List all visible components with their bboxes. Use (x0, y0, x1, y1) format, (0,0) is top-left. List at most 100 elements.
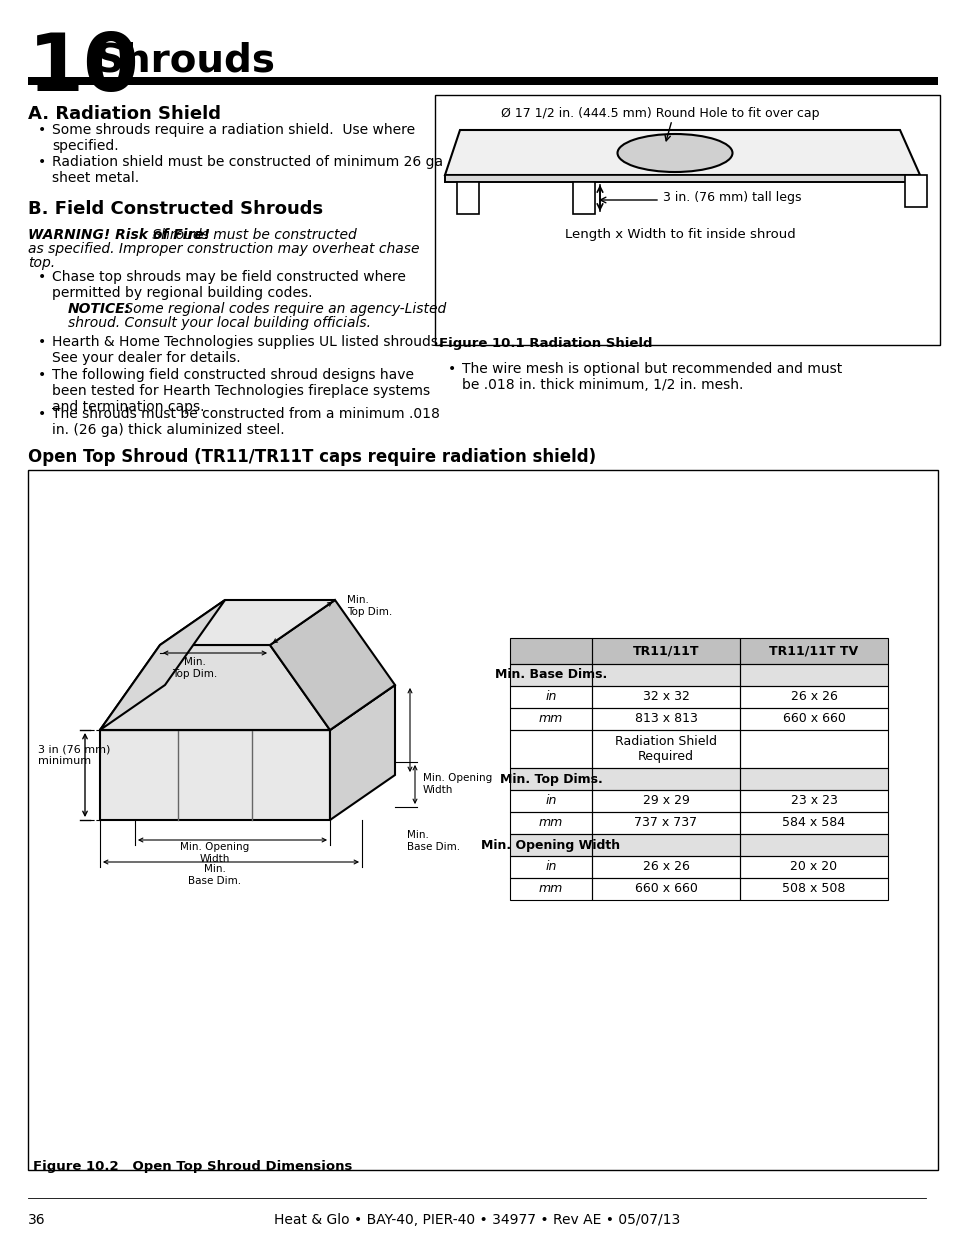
Polygon shape (100, 730, 330, 820)
Bar (592, 664, 740, 687)
Ellipse shape (617, 134, 732, 172)
Bar (510, 708, 592, 730)
Text: TR11/11T TV: TR11/11T TV (769, 644, 858, 658)
Bar (740, 638, 887, 664)
Text: mm: mm (538, 816, 562, 830)
Bar (740, 856, 887, 878)
Bar (740, 708, 887, 730)
Text: Chase top shrouds may be field constructed where
permitted by regional building : Chase top shrouds may be field construct… (52, 270, 405, 301)
Text: The wire mesh is optional but recommended and must
be .018 in. thick minimum, 1/: The wire mesh is optional but recommende… (461, 362, 841, 392)
Text: 508 x 508: 508 x 508 (781, 882, 844, 896)
Bar (592, 708, 740, 730)
Text: Min.
Top Dim.: Min. Top Dim. (347, 595, 392, 616)
Bar (904, 174, 926, 207)
Text: 660 x 660: 660 x 660 (781, 713, 844, 725)
Text: 660 x 660: 660 x 660 (634, 882, 697, 896)
Text: 20 x 20: 20 x 20 (790, 861, 837, 873)
Text: Length x Width to fit inside shroud: Length x Width to fit inside shroud (564, 228, 795, 241)
Text: Min.
Top Dim.: Min. Top Dim. (172, 657, 217, 679)
Text: Some shrouds require a radiation shield.  Use where
specified.: Some shrouds require a radiation shield.… (52, 122, 415, 153)
Bar (592, 730, 740, 768)
Bar (510, 878, 592, 901)
Text: 3 in (76 mm)
minimum: 3 in (76 mm) minimum (38, 745, 111, 766)
Bar (510, 638, 887, 664)
Text: •: • (38, 122, 46, 137)
Text: Some regional codes require an agency-Listed: Some regional codes require an agency-Li… (120, 302, 446, 315)
Bar (510, 834, 887, 856)
Bar (510, 878, 887, 901)
Text: as specified. Improper construction may overheat chase: as specified. Improper construction may … (28, 242, 419, 256)
Text: mm: mm (538, 713, 562, 725)
Bar (592, 790, 740, 811)
Bar (740, 687, 887, 708)
Text: •: • (38, 367, 46, 382)
Text: •: • (38, 335, 46, 349)
Text: B. Field Constructed Shrouds: B. Field Constructed Shrouds (28, 200, 323, 218)
Bar (510, 687, 592, 708)
Bar (510, 708, 887, 730)
Bar (740, 811, 887, 834)
Bar (573, 182, 595, 214)
Bar (510, 768, 592, 790)
Bar (592, 878, 740, 901)
Text: •: • (38, 270, 46, 285)
Text: 32 x 32: 32 x 32 (642, 690, 689, 704)
Bar (510, 730, 592, 768)
Text: •: • (38, 155, 46, 169)
Bar (510, 856, 887, 878)
Text: top.: top. (28, 256, 55, 270)
Polygon shape (160, 600, 335, 644)
Bar (510, 687, 887, 708)
Bar (510, 811, 887, 834)
Text: 29 x 29: 29 x 29 (642, 794, 689, 808)
Text: 23 x 23: 23 x 23 (790, 794, 837, 808)
Text: •: • (38, 407, 46, 421)
Text: Min.
Base Dim.: Min. Base Dim. (189, 863, 241, 886)
Bar (592, 811, 740, 834)
Text: A. Radiation Shield: A. Radiation Shield (28, 105, 221, 122)
Bar (510, 834, 592, 856)
Text: The shrouds must be constructed from a minimum .018
in. (26 ga) thick aluminized: The shrouds must be constructed from a m… (52, 407, 439, 437)
Text: Heat & Glo • BAY-40, PIER-40 • 34977 • Rev AE • 05/07/13: Heat & Glo • BAY-40, PIER-40 • 34977 • R… (274, 1213, 679, 1227)
Polygon shape (270, 600, 395, 730)
Polygon shape (100, 685, 395, 730)
Text: 26 x 26: 26 x 26 (642, 861, 689, 873)
Polygon shape (100, 600, 225, 730)
Bar (510, 638, 592, 664)
Text: Figure 10.1 Radiation Shield: Figure 10.1 Radiation Shield (438, 336, 652, 350)
Bar (592, 687, 740, 708)
Bar (510, 730, 887, 768)
Bar (510, 790, 592, 811)
Text: The following field constructed shroud designs have
been tested for Hearth Techn: The following field constructed shroud d… (52, 367, 430, 414)
Text: •: • (448, 362, 456, 376)
Bar (510, 790, 887, 811)
Text: in: in (545, 861, 557, 873)
Text: 813 x 813: 813 x 813 (634, 713, 697, 725)
Bar (510, 811, 592, 834)
Polygon shape (330, 685, 395, 820)
Text: 584 x 584: 584 x 584 (781, 816, 844, 830)
Bar (740, 790, 887, 811)
Text: Shrouds: Shrouds (95, 42, 274, 80)
Text: Min. Base Dims.: Min. Base Dims. (495, 668, 606, 682)
Bar (510, 664, 887, 687)
Text: 10: 10 (28, 30, 140, 108)
Bar (435, 95, 939, 345)
Text: WARNING! Risk of Fire!: WARNING! Risk of Fire! (28, 228, 210, 242)
Text: Radiation shield must be constructed of minimum 26 ga
sheet metal.: Radiation shield must be constructed of … (52, 155, 442, 186)
Bar (592, 856, 740, 878)
Text: Hearth & Home Technologies supplies UL listed shrouds.
See your dealer for detai: Hearth & Home Technologies supplies UL l… (52, 335, 442, 365)
Text: 737 x 737: 737 x 737 (634, 816, 697, 830)
Text: TR11/11T: TR11/11T (632, 644, 699, 658)
Bar (740, 878, 887, 901)
Text: 3 in. (76 mm) tall legs: 3 in. (76 mm) tall legs (662, 192, 801, 204)
Bar (456, 182, 478, 214)
Bar (740, 834, 887, 856)
Text: shroud. Consult your local building officials.: shroud. Consult your local building offi… (68, 315, 371, 330)
Text: in: in (545, 690, 557, 704)
Text: Open Top Shroud (TR11/TR11T caps require radiation shield): Open Top Shroud (TR11/TR11T caps require… (28, 448, 596, 466)
Polygon shape (100, 644, 330, 730)
Bar (740, 664, 887, 687)
Text: Shrouds must be constructed: Shrouds must be constructed (148, 228, 356, 242)
Text: Min. Opening Width: Min. Opening Width (481, 839, 619, 851)
